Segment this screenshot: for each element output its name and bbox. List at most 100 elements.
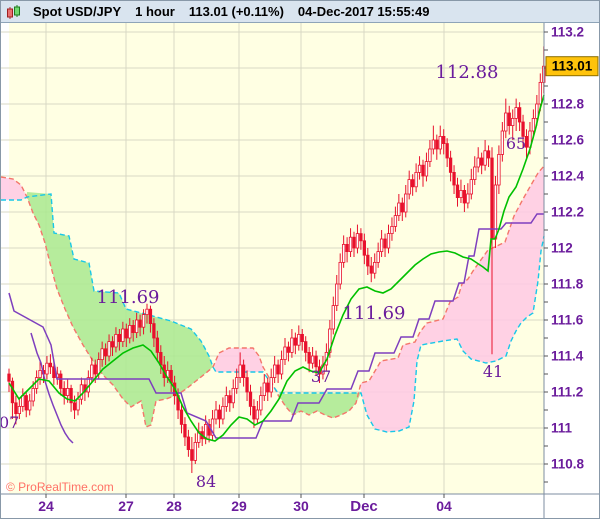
candle (517, 107, 522, 123)
chart-header: Spot USD/JPY 1 hour 113.01 (+0.11%) 04-D… (1, 1, 599, 23)
candle (93, 364, 97, 375)
candle (66, 387, 70, 396)
candle (62, 387, 66, 396)
candle (100, 348, 104, 360)
candle (276, 364, 280, 375)
candle (145, 308, 149, 316)
candle (304, 341, 308, 353)
candle (297, 333, 301, 346)
candle (10, 380, 15, 404)
plot-background[interactable] (1, 23, 544, 494)
price-axis-label: 112 (551, 241, 573, 256)
last-price-tag (545, 56, 599, 77)
price-axis-label: 113.2 (551, 25, 584, 40)
candle (352, 236, 356, 249)
time-axis-label: Dec (350, 498, 378, 515)
candle (14, 402, 18, 414)
candle (466, 193, 470, 204)
candle (521, 121, 525, 137)
candle (79, 384, 84, 400)
candle (486, 150, 491, 159)
candle (424, 161, 429, 177)
time-axis-label: 29 (231, 498, 247, 514)
price-axis-label: 111.6 (551, 313, 584, 328)
candle (28, 400, 32, 411)
candle (228, 395, 232, 404)
candle (428, 148, 432, 162)
price-axis-label: 111.2 (551, 385, 583, 400)
candle (248, 391, 253, 407)
candle (252, 405, 256, 420)
prorealtime-watermark-link[interactable]: © ProRealTime.com (6, 480, 114, 494)
ichimoku-cloud-pink (361, 166, 544, 432)
candle (241, 364, 246, 378)
time-axis-label: 04 (436, 498, 452, 514)
ichimoku-cloud-pink (1, 177, 27, 200)
instrument-name: Spot USD/JPY (33, 4, 122, 19)
candle (455, 184, 460, 198)
candle (307, 351, 311, 364)
candle (386, 233, 391, 249)
price-annotation: 84 (196, 472, 216, 491)
candle (348, 236, 353, 252)
candle (117, 333, 122, 342)
candle (72, 402, 77, 411)
price-axis-label: 111.4 (551, 349, 584, 364)
candle (121, 328, 125, 342)
candle (103, 348, 108, 357)
candle (59, 373, 63, 389)
candle (17, 405, 22, 414)
candle (335, 283, 339, 307)
candle (362, 240, 367, 256)
tenkan-sen-line (8, 94, 545, 442)
candle (538, 82, 542, 105)
price-annotation: 111.69 (343, 303, 406, 324)
price-axis-label: 110.8 (551, 457, 585, 472)
candle (210, 418, 215, 436)
candle (131, 324, 135, 333)
ichimoku-cloud-green (27, 192, 213, 427)
candle (300, 333, 304, 342)
datetime-label: 04-Dec-2017 15:55:49 (297, 4, 430, 19)
candle (245, 377, 249, 393)
candle (134, 319, 139, 333)
price-chart[interactable]: 112.88 65 111.69 111.69 37 41 07 84 © ProRealTim… (1, 23, 599, 518)
candle (473, 166, 477, 181)
candle (379, 238, 384, 252)
candle (214, 409, 218, 420)
candle (338, 261, 342, 285)
candle (500, 130, 505, 155)
candle (266, 382, 270, 393)
price-axis-label: 112.8 (551, 97, 585, 112)
candle (45, 362, 49, 375)
candle (414, 171, 418, 188)
candle (179, 409, 184, 425)
price-axis-label: 112.2 (551, 205, 584, 220)
candle (438, 136, 442, 150)
candle (38, 369, 42, 378)
candle (490, 157, 494, 240)
candle (331, 305, 335, 330)
candle (452, 171, 456, 186)
senkou-span-a-line (1, 165, 545, 428)
plot-left-margin (1, 23, 9, 494)
timeframe-label[interactable]: 1 hour (135, 4, 175, 19)
candle (355, 233, 360, 249)
price-annotation: 37 (311, 367, 331, 386)
candle (535, 103, 539, 119)
candle (366, 254, 370, 267)
candle (421, 164, 425, 177)
candle (497, 153, 501, 186)
time-axis-label: 24 (38, 498, 54, 514)
candle (128, 324, 132, 339)
candle (435, 139, 439, 150)
price-annotation: 07 (1, 413, 19, 432)
candle (393, 215, 398, 227)
candle (417, 164, 422, 173)
candle (293, 337, 298, 346)
candle (459, 189, 463, 198)
price-axis-label: 111.8 (551, 277, 584, 292)
candle (190, 449, 194, 461)
candle (283, 346, 287, 361)
last-price-tag-label: 113.01 (552, 59, 593, 74)
